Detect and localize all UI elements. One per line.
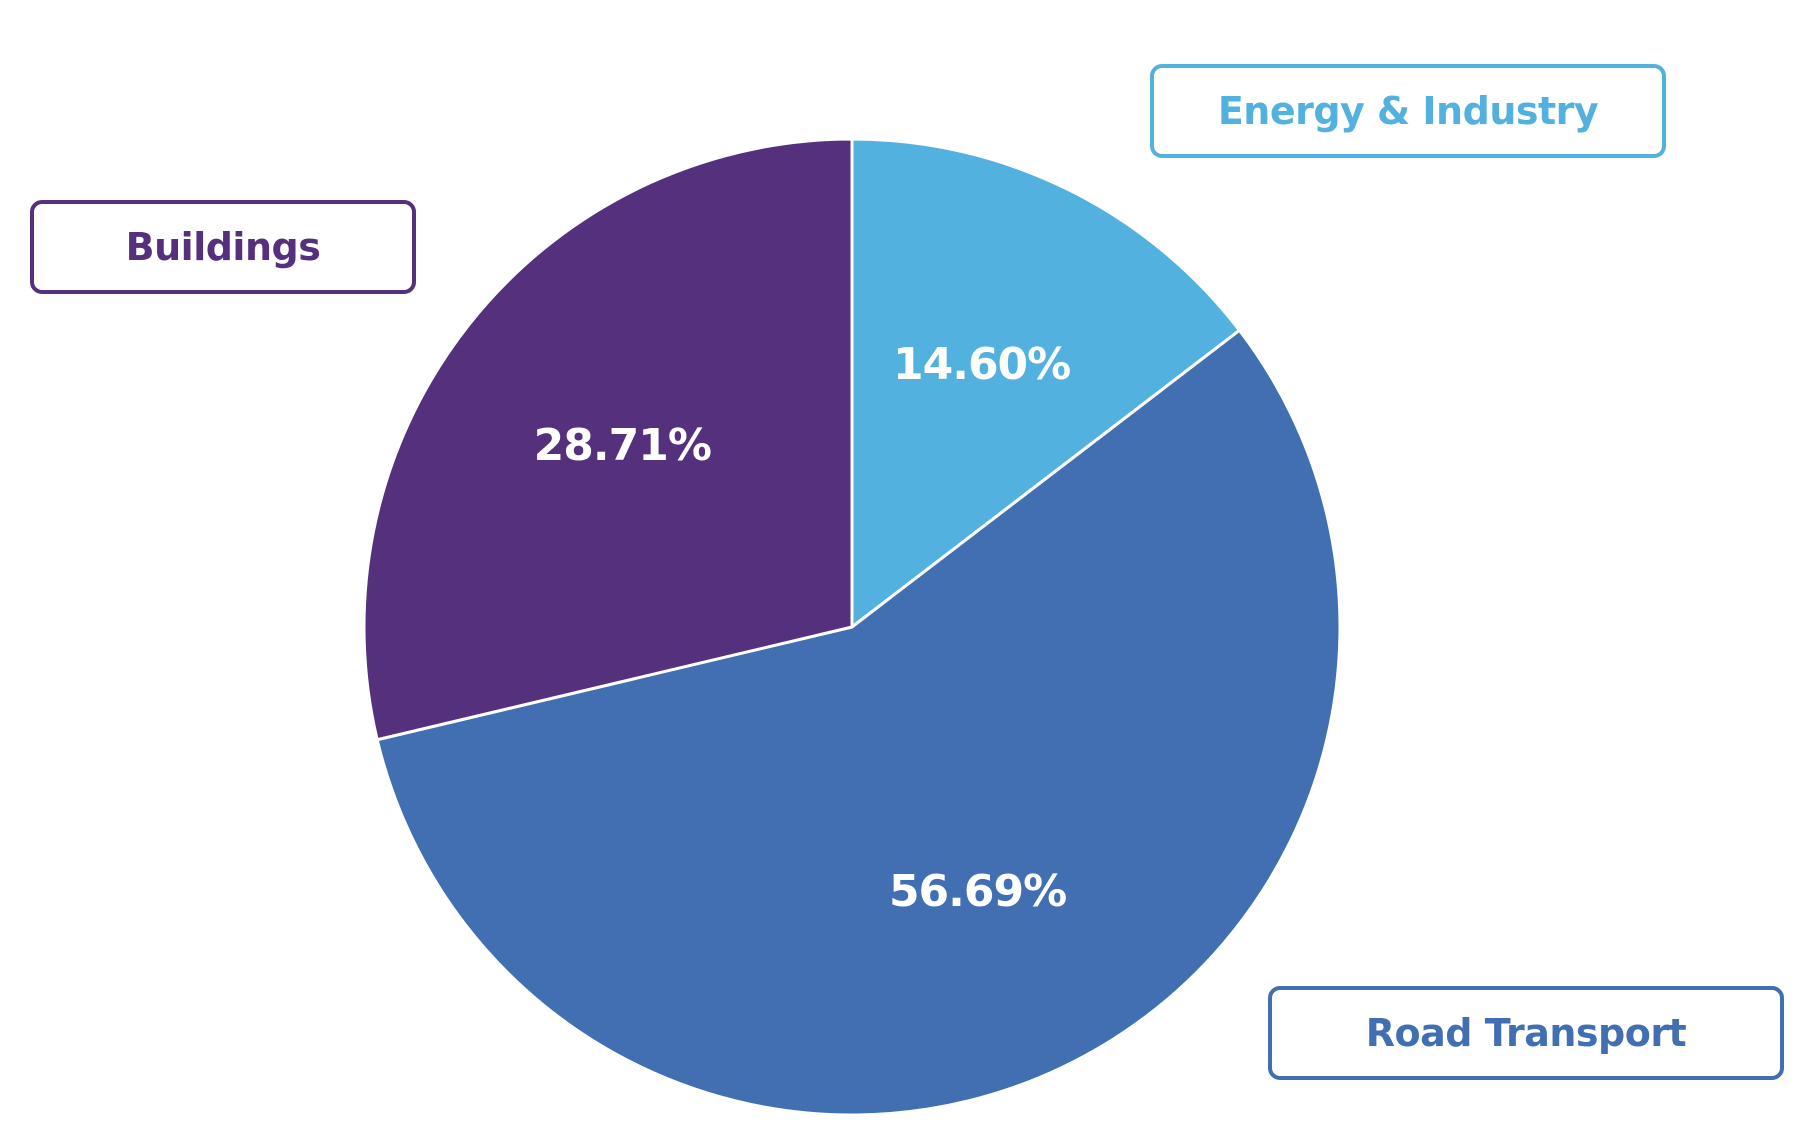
legend-label-road-transport: Road Transport — [1365, 1011, 1687, 1055]
legend-entry-buildings: Buildings — [30, 200, 416, 294]
data-label-road-transport: 56.69% — [889, 866, 1066, 917]
data-label-energy-industry: 14.60% — [893, 339, 1070, 390]
data-label-buildings: 28.71% — [534, 420, 711, 471]
legend-entry-road-transport: Road Transport — [1268, 986, 1784, 1080]
legend-label-energy-industry: Energy & Industry — [1217, 89, 1599, 133]
pie-slices — [362, 137, 1342, 1117]
pie-slice-energy-industry — [850, 137, 1241, 629]
pie-slice-road-transport — [375, 328, 1342, 1117]
pie-slice-buildings — [362, 137, 854, 742]
legend-label-buildings: Buildings — [125, 225, 321, 269]
pie-slice-labels: 14.60% 56.69% 28.71% — [534, 339, 1072, 917]
legend-entry-energy-industry: Energy & Industry — [1150, 64, 1666, 158]
